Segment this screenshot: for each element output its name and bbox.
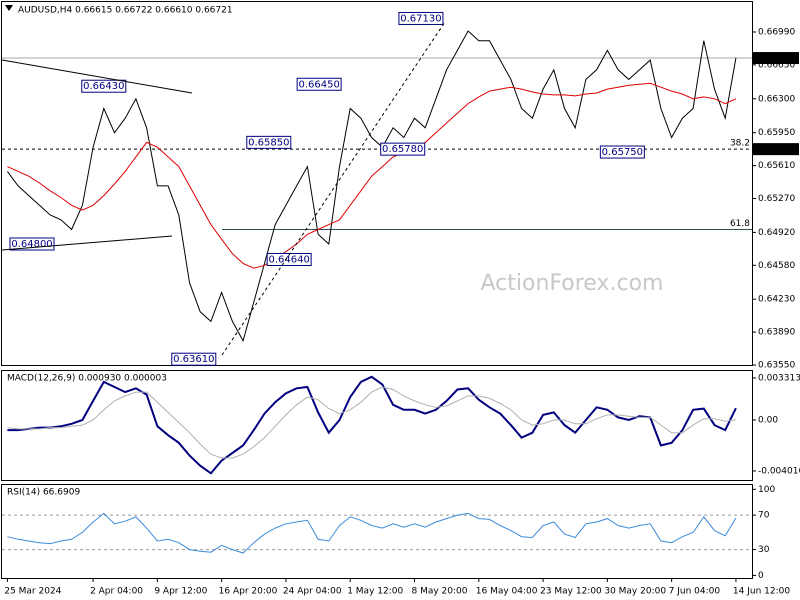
price-label: 0.66430	[83, 81, 124, 92]
price-label-box	[380, 142, 426, 156]
x-tick-label: 2 Apr 04:00	[90, 587, 143, 597]
y-tick-label: 0.65610	[758, 161, 795, 171]
y-tick-label: 0.65270	[758, 194, 795, 204]
series-line	[7, 512, 737, 554]
x-tick-label: 14 Jun 12:00	[733, 587, 790, 597]
x-tick-label: 8 May 20:00	[412, 587, 468, 597]
price-panel	[1, 1, 753, 366]
x-tick-label: 9 Apr 12:00	[154, 587, 207, 597]
price-label-box	[81, 79, 127, 93]
y-tick-label: 0.003313	[758, 373, 800, 383]
price-label: 0.64640	[268, 254, 309, 265]
y-tick-label: -0.004016	[758, 466, 800, 476]
chart-title: AUDUSD,H4 0.66615 0.66722 0.66610 0.6672…	[18, 6, 233, 16]
x-tick-label: 30 May 20:00	[604, 587, 666, 597]
series-line	[7, 386, 736, 459]
price-label-box	[599, 145, 645, 159]
y-tick-label: 0.64230	[758, 295, 795, 305]
price-label: 0.66450	[298, 79, 339, 90]
price-label-box	[296, 77, 342, 91]
y-tick-label: 0.64920	[758, 228, 795, 238]
series-line	[6, 30, 737, 343]
y-tick-label: 0	[758, 571, 764, 581]
trendline	[1, 235, 173, 251]
price-label-box	[171, 352, 217, 366]
trendline	[221, 21, 446, 356]
rsi-panel	[1, 484, 753, 579]
y-tick-label: 0.63890	[758, 328, 795, 338]
price-label: 0.63610	[173, 354, 214, 365]
x-tick-label: 25 Mar 2024	[4, 587, 61, 597]
menu-icon[interactable]	[5, 5, 13, 11]
x-tick-label: 1 May 12:00	[347, 587, 403, 597]
macd-panel	[1, 370, 753, 481]
y-tick-label: 30	[758, 545, 770, 555]
series-line	[7, 82, 737, 269]
y-tick-label: 0.00	[758, 415, 778, 425]
price-tag-label: 0.66721	[756, 54, 797, 64]
y-tick-label: 0.65950	[758, 128, 795, 138]
price-label-box	[266, 252, 312, 266]
macd-title: MACD(12,26,9) 0.000930 0.000003	[7, 374, 167, 384]
x-tick-label: 7 Jun 04:00	[669, 587, 721, 597]
price-label: 0.65780	[382, 144, 423, 155]
y-tick-label: 70	[758, 511, 770, 521]
price-label-box	[246, 135, 292, 149]
price-label: 0.65750	[602, 147, 643, 158]
price-label-box	[398, 11, 444, 25]
watermark: ActionForex.com	[481, 271, 664, 296]
x-tick-label: 16 Apr 20:00	[219, 587, 278, 597]
x-tick-label: 23 May 12:00	[540, 587, 602, 597]
fib-label: 38.2	[730, 139, 750, 149]
rsi-title: RSI(14) 66.6909	[7, 488, 80, 498]
y-tick-label: 0.66300	[758, 94, 795, 104]
trendline	[1, 59, 193, 94]
y-tick-label: 0.63550	[758, 361, 795, 371]
fib-label: 61.8	[730, 219, 750, 229]
y-tick-label: 100	[758, 485, 775, 495]
price-tag-label: 0.65780	[756, 145, 797, 155]
price-tag	[753, 52, 799, 65]
x-tick-label: 24 Apr 04:00	[283, 587, 342, 597]
y-tick-label: 0.66650	[758, 60, 795, 70]
price-label: 0.67130	[400, 13, 441, 24]
price-tag	[753, 143, 799, 156]
x-tick-label: 16 May 04:00	[476, 587, 538, 597]
price-label: 0.64800	[11, 239, 52, 250]
y-tick-label: 0.64580	[758, 261, 795, 271]
price-label: 0.65850	[248, 137, 289, 148]
y-tick-label: 0.66990	[758, 28, 795, 38]
